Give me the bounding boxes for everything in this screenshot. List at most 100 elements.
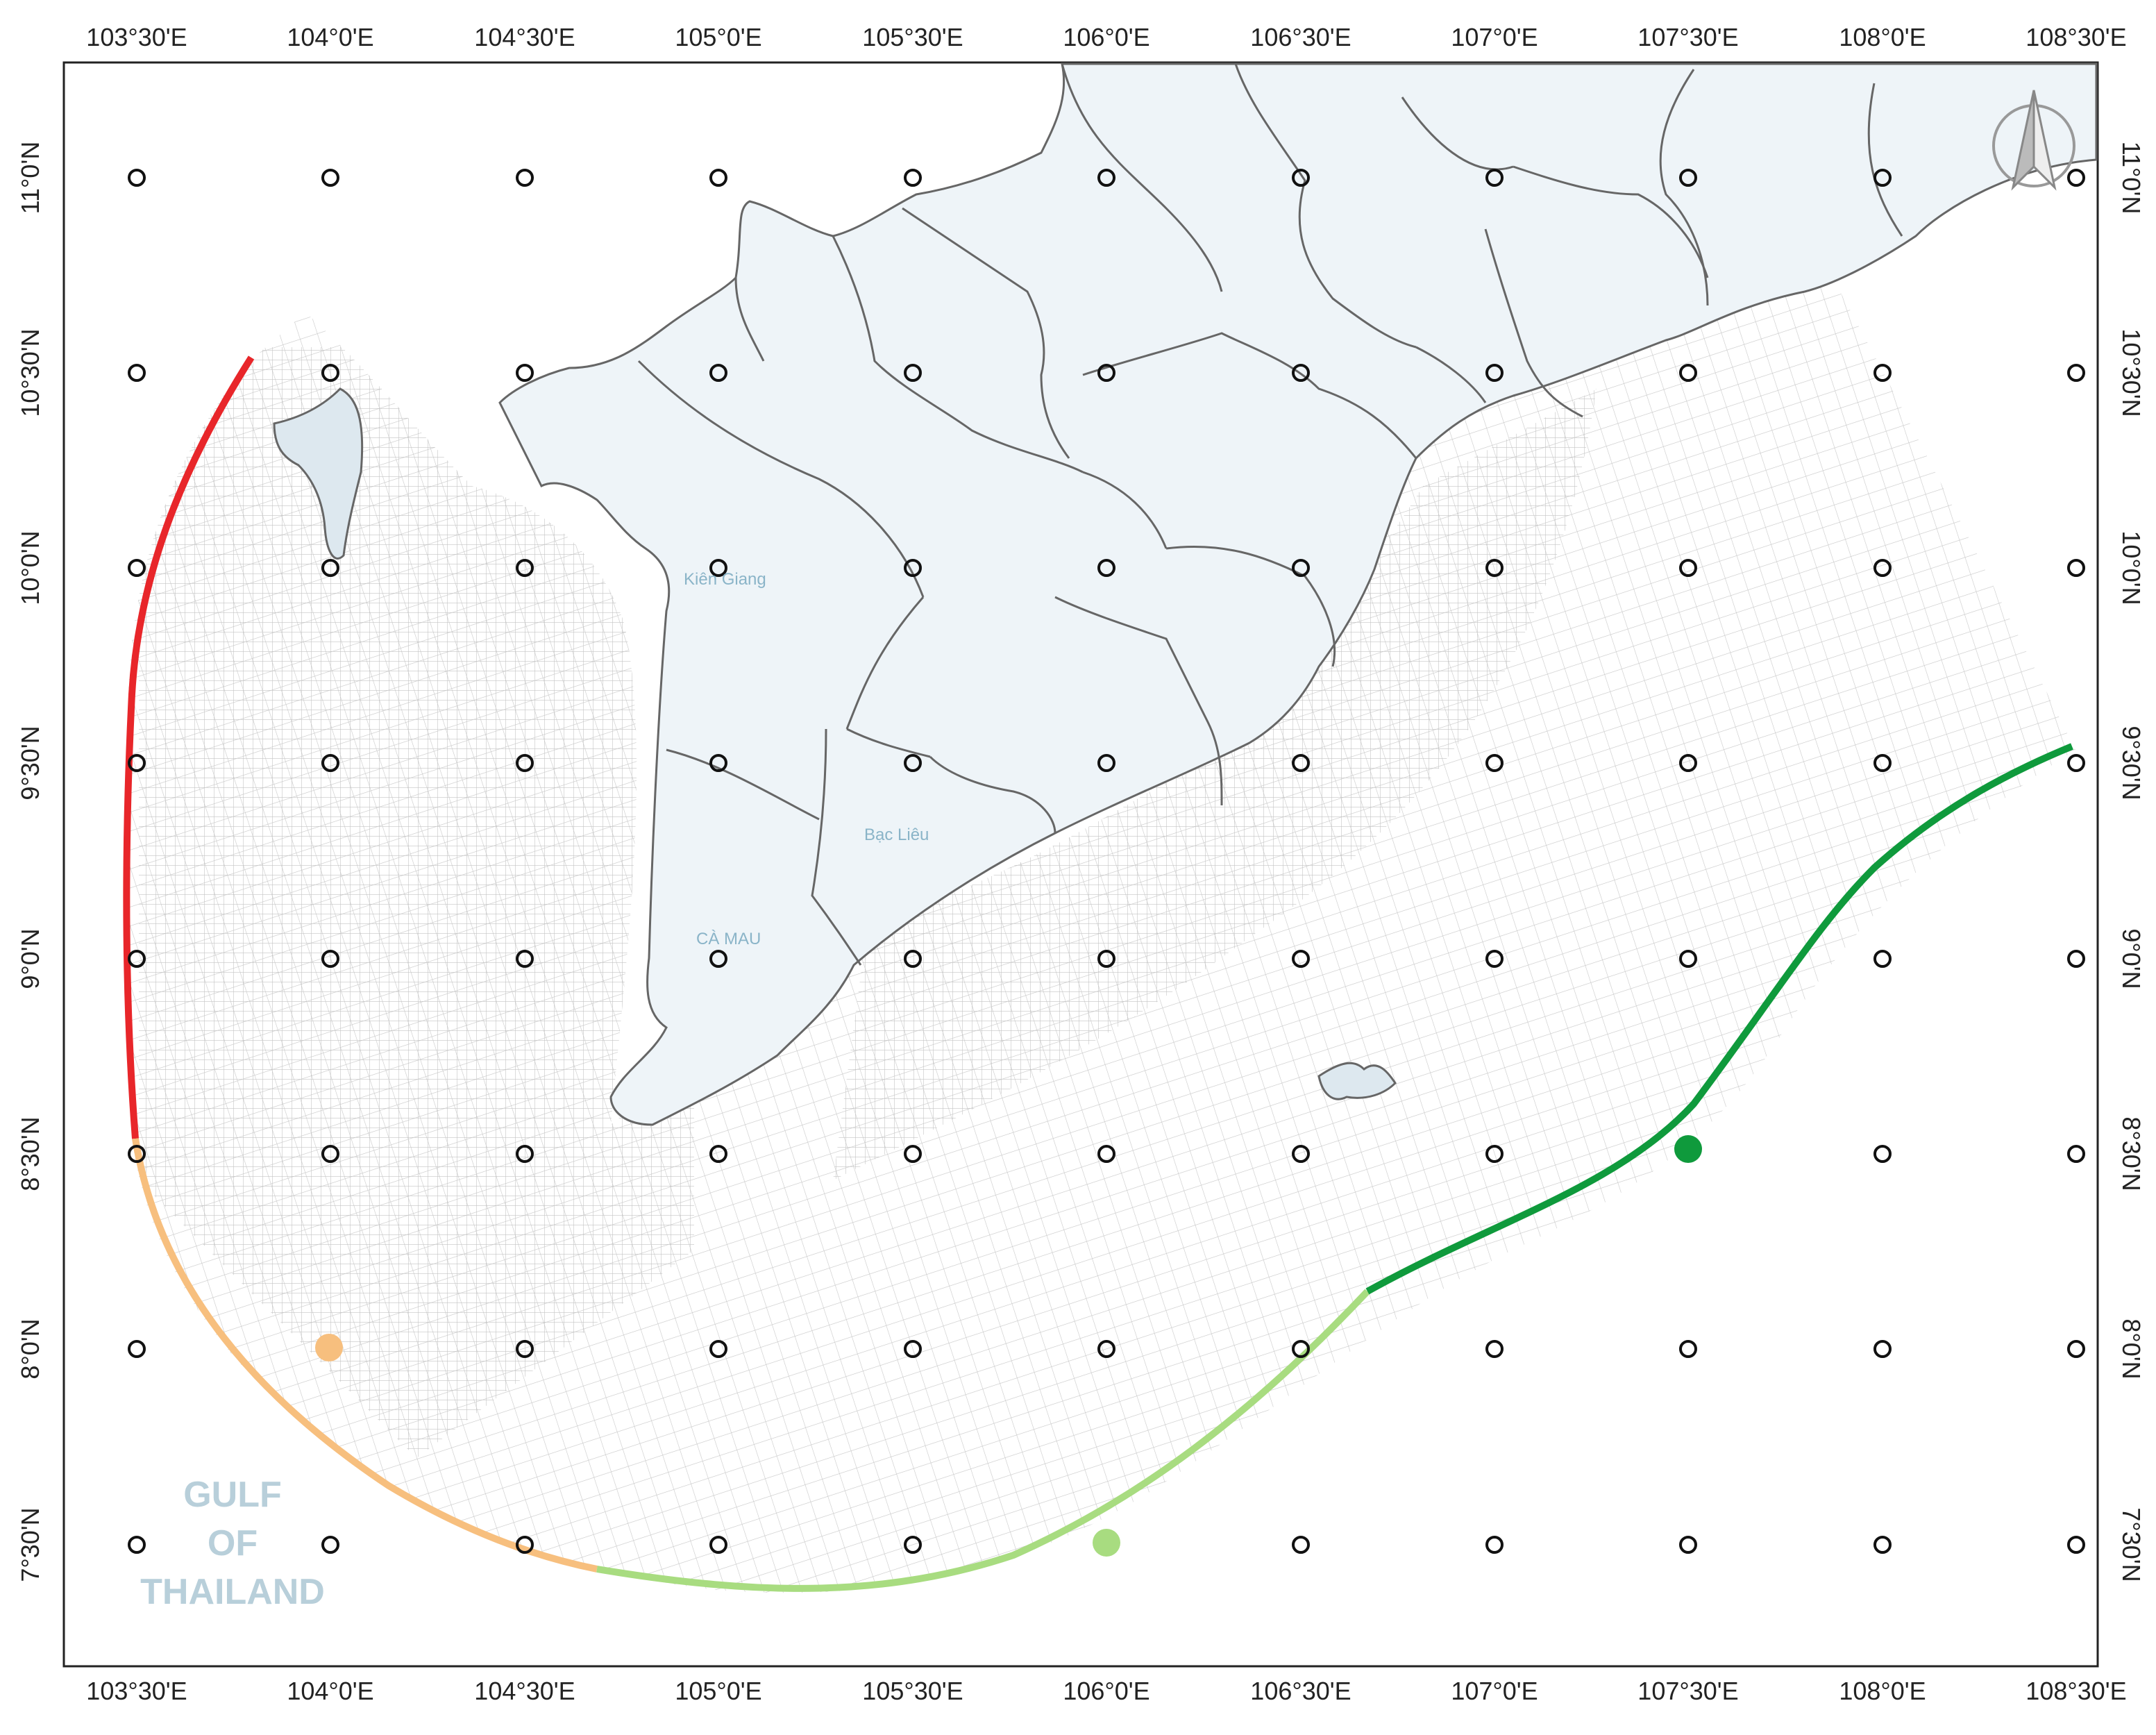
sea-label-line1: GULF bbox=[183, 1475, 282, 1515]
grid-point-marker bbox=[1679, 754, 1697, 772]
label-ca-mau: CÀ MAU bbox=[696, 930, 761, 948]
left-axis-labels: 11°0'N 10°30'N 10°0'N 9°30'N 9°0'N 8°30'N 8°0'… bbox=[16, 142, 44, 1582]
top-tick-label: 108°30'E bbox=[2026, 23, 2126, 51]
grid-point-marker bbox=[1485, 1145, 1504, 1163]
grid-point-marker bbox=[2067, 950, 2085, 968]
right-axis-labels: 11°0'N 10°30'N 10°0'N 9°30'N 9°0'N 8°30'N 8°0'… bbox=[2117, 142, 2146, 1582]
bottom-tick-label: 106°30'E bbox=[1250, 1677, 1351, 1705]
grid-point-marker bbox=[1097, 1145, 1115, 1163]
top-tick-label: 105°30'E bbox=[862, 23, 963, 51]
grid-point-marker bbox=[1679, 559, 1697, 577]
grid-point-marker bbox=[2067, 559, 2085, 577]
sea-label: GULF OF THAILAND bbox=[140, 1475, 325, 1612]
bottom-tick-label: 107°0'E bbox=[1451, 1677, 1538, 1705]
grid-point-marker bbox=[2067, 364, 2085, 382]
grid-point-marker bbox=[904, 754, 922, 772]
grid-point-marker bbox=[516, 754, 534, 772]
grid-point-marker bbox=[1485, 169, 1504, 187]
right-tick-label: 11°0'N bbox=[2117, 142, 2146, 215]
top-tick-label: 104°30'E bbox=[474, 23, 575, 51]
grid-point-marker bbox=[709, 1340, 727, 1358]
grid-point-marker bbox=[904, 169, 922, 187]
sea-label-line2: OF bbox=[208, 1523, 258, 1564]
grid-point-marker bbox=[128, 1536, 146, 1554]
grid-point-marker bbox=[516, 1536, 534, 1554]
grid-point-marker bbox=[1679, 1340, 1697, 1358]
bottom-tick-label: 103°30'E bbox=[86, 1677, 187, 1705]
bottom-axis-labels: 103°30'E 104°0'E 104°30'E 105°0'E 105°30'E 10… bbox=[86, 1677, 2126, 1705]
grid-point-marker bbox=[516, 1340, 534, 1358]
top-tick-label: 107°30'E bbox=[1637, 23, 1738, 51]
grid-point-marker bbox=[1292, 754, 1310, 772]
grid-point-marker bbox=[1873, 754, 1892, 772]
grid-point-marker bbox=[128, 169, 146, 187]
grid-point-marker bbox=[321, 364, 339, 382]
right-tick-label: 9°0'N bbox=[2117, 928, 2146, 989]
grid-point-marker bbox=[709, 754, 727, 772]
forcing-point-south bbox=[1093, 1529, 1120, 1557]
right-tick-label: 7°30'N bbox=[2117, 1507, 2146, 1582]
top-tick-label: 106°30'E bbox=[1250, 23, 1351, 51]
grid-point-marker bbox=[1485, 950, 1504, 968]
grid-point-marker bbox=[1292, 1536, 1310, 1554]
left-tick-label: 9°0'N bbox=[16, 928, 44, 989]
left-tick-label: 8°0'N bbox=[16, 1318, 44, 1379]
grid-point-marker bbox=[1679, 364, 1697, 382]
grid-point-marker bbox=[1097, 559, 1115, 577]
grid-point-marker bbox=[2067, 1536, 2085, 1554]
grid-point-marker bbox=[1097, 950, 1115, 968]
grid-point-marker bbox=[1679, 950, 1697, 968]
grid-point-marker bbox=[1292, 1340, 1310, 1358]
right-tick-label: 10°0'N bbox=[2117, 530, 2146, 605]
grid-point-marker bbox=[1485, 1340, 1504, 1358]
grid-point-marker bbox=[1292, 1145, 1310, 1163]
grid-point-marker bbox=[516, 364, 534, 382]
bottom-tick-label: 105°30'E bbox=[862, 1677, 963, 1705]
top-tick-label: 106°0'E bbox=[1063, 23, 1149, 51]
grid-point-marker bbox=[1873, 364, 1892, 382]
province-borders bbox=[637, 63, 1903, 966]
grid-point-marker bbox=[1873, 1536, 1892, 1554]
left-tick-label: 7°30'N bbox=[16, 1507, 44, 1582]
grid-point-marker bbox=[516, 559, 534, 577]
grid-point-marker bbox=[128, 364, 146, 382]
grid-point-marker bbox=[1097, 364, 1115, 382]
grid-point-marker bbox=[904, 364, 922, 382]
bottom-tick-label: 108°30'E bbox=[2026, 1677, 2126, 1705]
boundary-southeast bbox=[1365, 743, 2073, 1295]
grid-point-marker bbox=[1485, 1536, 1504, 1554]
sea-label-line3: THAILAND bbox=[140, 1572, 325, 1612]
label-bac-lieu: Bạc Liêu bbox=[864, 825, 929, 844]
grid-point-marker bbox=[2067, 169, 2085, 187]
boundary-west bbox=[123, 355, 255, 1139]
grid-point-marker bbox=[128, 559, 146, 577]
grid-point-marker bbox=[321, 950, 339, 968]
grid-point-marker bbox=[128, 950, 146, 968]
bottom-tick-label: 108°0'E bbox=[1839, 1677, 1926, 1705]
grid-point-marker bbox=[1485, 754, 1504, 772]
grid-point-marker bbox=[1097, 1340, 1115, 1358]
left-tick-label: 10°0'N bbox=[16, 530, 44, 605]
grid-point-marker bbox=[321, 1145, 339, 1163]
grid-point-marker bbox=[709, 950, 727, 968]
forcing-point-southeast bbox=[1674, 1135, 1702, 1163]
grid-point-marker bbox=[1292, 559, 1310, 577]
label-kien-giang: Kiên Giang bbox=[684, 570, 766, 589]
grid-point-marker bbox=[321, 1536, 339, 1554]
bottom-tick-label: 104°0'E bbox=[287, 1677, 373, 1705]
grid-point-marker bbox=[904, 1145, 922, 1163]
grid-point-marker bbox=[1292, 169, 1310, 187]
boundary-south bbox=[596, 1289, 1370, 1592]
bottom-tick-label: 107°30'E bbox=[1637, 1677, 1738, 1705]
top-tick-label: 103°30'E bbox=[86, 23, 187, 51]
bottom-tick-label: 106°0'E bbox=[1063, 1677, 1149, 1705]
grid-point-marker bbox=[1485, 559, 1504, 577]
north-arrow-icon bbox=[1992, 90, 2075, 191]
grid-point-marker bbox=[1873, 1340, 1892, 1358]
top-tick-label: 108°0'E bbox=[1839, 23, 1926, 51]
left-tick-label: 10°30'N bbox=[16, 328, 44, 417]
right-tick-label: 8°0'N bbox=[2117, 1318, 2146, 1379]
grid-point-marker bbox=[904, 950, 922, 968]
grid-point-marker bbox=[709, 559, 727, 577]
